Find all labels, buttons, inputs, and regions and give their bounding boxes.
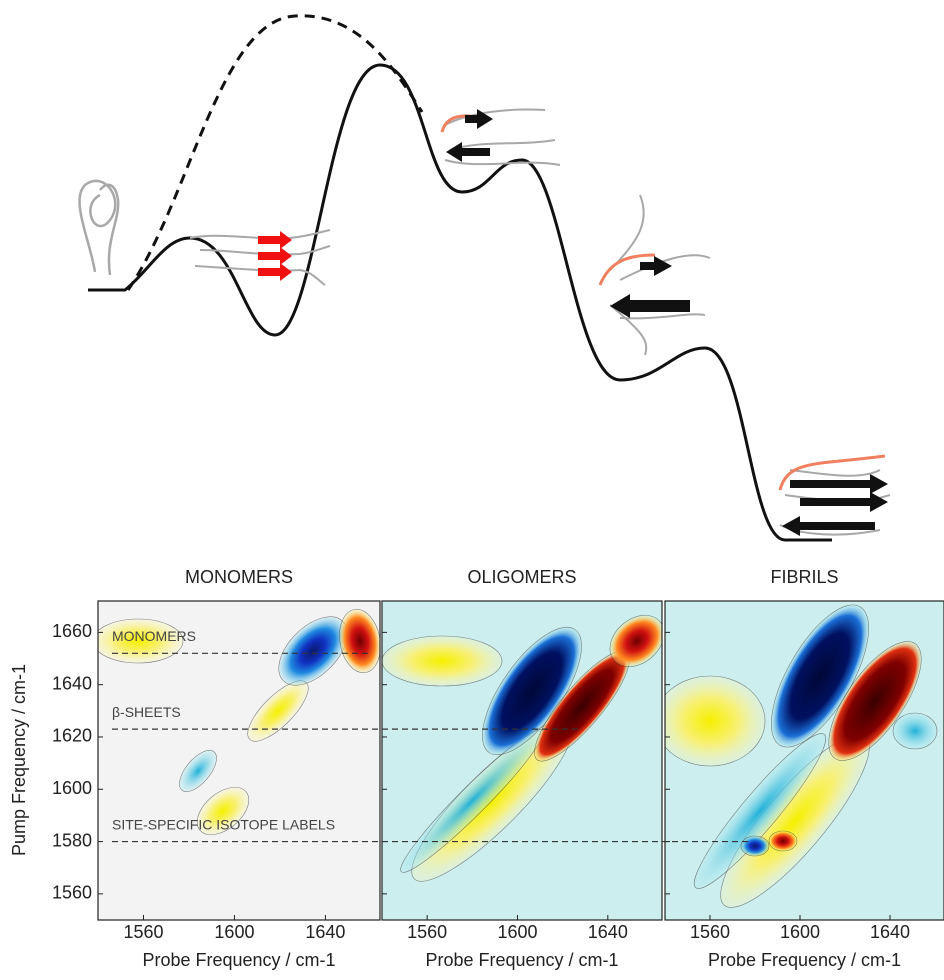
contour-blob (196, 786, 250, 836)
guide-label: SITE-SPECIFIC ISOTOPE LABELS (112, 816, 335, 832)
contour-blob (665, 675, 766, 767)
x-tick-label: 1640 (870, 922, 910, 942)
y-tick-label: 1600 (52, 778, 92, 798)
contours (665, 604, 938, 908)
contours (98, 608, 380, 836)
y-tick-label: 1580 (52, 830, 92, 850)
x-axis-label: Probe Frequency / cm-1 (142, 950, 335, 970)
guide-label: MONOMERS (112, 628, 196, 644)
contour-blob (382, 635, 503, 687)
panel-title: FIBRILS (770, 567, 838, 587)
spectrum-panel: OLIGOMERS Probe Frequency / cm-1 1560 1600 1… (381, 567, 663, 970)
fibril (778, 454, 891, 536)
spectrum-panel: MONOMERS Probe Frequency / cm-1 1560 1600 16… (52, 567, 381, 970)
x-tick-label: 1600 (497, 922, 537, 942)
y-tick-label: 1620 (52, 726, 92, 746)
contour-blob (693, 733, 827, 889)
contour-blob (179, 750, 217, 792)
x-axis-label: Probe Frequency / cm-1 (425, 950, 618, 970)
monomer-strands (258, 231, 292, 281)
x-tick-label: 1560 (407, 922, 447, 942)
panel-frame (97, 600, 381, 921)
y-axis-label: Pump Frequency / cm-1 (9, 664, 29, 856)
contour-blob (892, 712, 938, 750)
energy-curve (88, 63, 832, 542)
y-tick-label: 1660 (52, 621, 92, 641)
x-axis-label: Probe Frequency / cm-1 (708, 950, 901, 970)
contour-blob (740, 835, 770, 857)
contour-blob (609, 615, 662, 667)
contour-blob (98, 618, 184, 664)
guide-label: β-SHEETS (112, 704, 181, 720)
x-tick-label: 1640 (305, 922, 345, 942)
x-tick-label: 1600 (214, 922, 254, 942)
x-tick-label: 1640 (588, 922, 628, 942)
energy-landscape (78, 14, 891, 542)
x-tick-label: 1560 (690, 922, 730, 942)
y-tick-label: 1560 (52, 883, 92, 903)
y-tick-label: 1640 (52, 673, 92, 693)
x-tick-label: 1560 (123, 922, 163, 942)
panel-title: MONOMERS (185, 567, 293, 587)
panel-frame (381, 600, 663, 921)
oligomer-small (440, 108, 561, 166)
panel-title: OLIGOMERS (467, 567, 576, 587)
contour-blob (768, 830, 798, 852)
unfolded-protein (78, 179, 120, 276)
dashed-barrier (126, 14, 424, 291)
panel-frame (664, 600, 944, 921)
contour-blob (828, 641, 922, 761)
contours (382, 615, 662, 882)
x-tick-label: 1600 (780, 922, 820, 942)
spectrum-panel: FIBRILS Probe Frequency / cm-1 1560 1600 164… (664, 567, 944, 970)
oligomer-large (598, 194, 711, 356)
